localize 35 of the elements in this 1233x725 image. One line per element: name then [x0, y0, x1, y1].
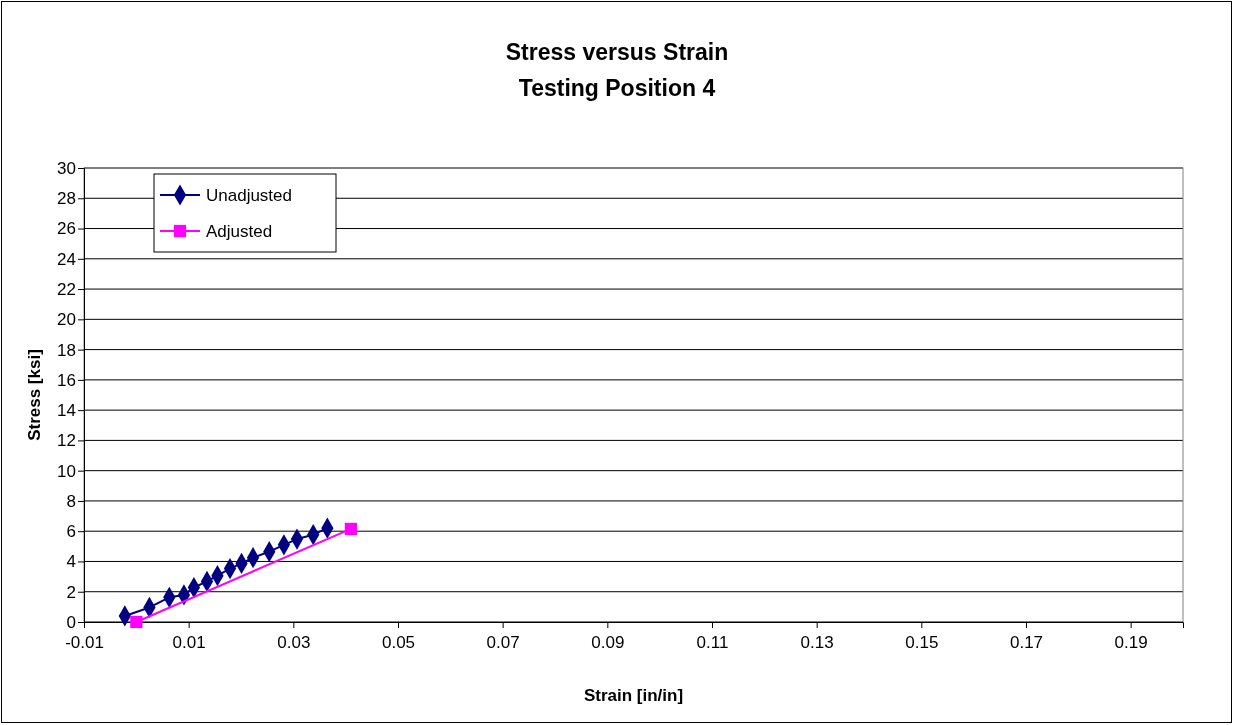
x-tick-label: 0.17	[1009, 633, 1044, 653]
y-tick-label: 2	[66, 582, 76, 602]
y-tick-label: 30	[57, 158, 76, 178]
y-tick-label: 8	[66, 491, 76, 511]
x-tick-label: 0.09	[591, 633, 625, 653]
x-axis-title: Strain [in/in]	[583, 686, 684, 705]
y-tick-label: 22	[57, 280, 76, 300]
y-tick-label: 24	[57, 249, 76, 269]
y-tick-label: 26	[57, 219, 76, 239]
x-tick-label: 0.01	[172, 633, 206, 653]
y-tick-label: 6	[66, 522, 76, 542]
y-tick-label: 12	[57, 431, 76, 451]
y-tick-label: 28	[57, 189, 76, 209]
y-tick-label: 18	[57, 340, 76, 360]
x-tick-label: 0.05	[381, 633, 416, 653]
y-tick-label: 20	[57, 310, 76, 330]
y-tick-label: 14	[57, 401, 76, 421]
x-tick-label: -0.01	[65, 633, 104, 653]
y-tick-label: 16	[57, 370, 76, 390]
x-tick-label: 0.11	[696, 633, 729, 653]
x-tick-label: 0.03	[277, 633, 311, 653]
y-tick-label: 0	[66, 612, 76, 632]
x-tick-label: 0.07	[486, 633, 520, 653]
x-tick-label: 0.15	[905, 633, 939, 653]
y-tick-label: 4	[66, 552, 76, 572]
legend-label: Unadjusted	[206, 186, 293, 205]
x-tick-label: 0.13	[800, 633, 834, 653]
x-tick-label: 0.19	[1114, 633, 1148, 653]
legend-label: Adjusted	[206, 222, 273, 241]
point	[344, 522, 358, 536]
chart-title: Stress versus Strain	[505, 39, 729, 65]
y-axis-title: Stress [ksi]	[25, 349, 44, 441]
y-tick-label: 10	[57, 461, 76, 481]
chart-subtitle: Testing Position 4	[518, 75, 716, 101]
point	[130, 615, 143, 629]
